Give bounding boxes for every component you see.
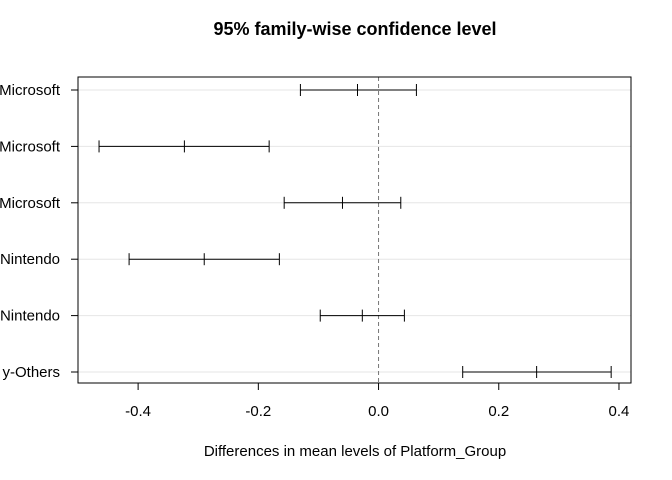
y-tick-label: y-Others bbox=[2, 364, 60, 381]
gridlines bbox=[78, 89, 631, 373]
confidence-interval bbox=[299, 84, 417, 96]
x-tick-label: -0.4 bbox=[125, 403, 151, 420]
chart-title: 95% family-wise confidence level bbox=[213, 19, 496, 39]
confidence-intervals bbox=[98, 84, 612, 378]
y-tick-label: Microsoft bbox=[0, 195, 61, 212]
y-tick-label: Microsoft bbox=[0, 82, 61, 99]
x-tick-label: -0.2 bbox=[245, 403, 271, 420]
plot-frame bbox=[77, 76, 632, 384]
confidence-interval bbox=[462, 366, 612, 378]
confidence-interval bbox=[98, 140, 270, 153]
confidence-interval bbox=[128, 253, 280, 266]
x-tick-label: 0.4 bbox=[609, 403, 630, 420]
x-tick-label: 0.0 bbox=[368, 403, 389, 420]
y-axis: Microsoft Microsoft Microsoft Nintendo Ninte… bbox=[0, 82, 78, 381]
y-tick-label: Nintendo bbox=[0, 251, 60, 268]
confidence-interval bbox=[283, 196, 402, 209]
confidence-interval bbox=[319, 309, 405, 322]
y-tick-label: Nintendo bbox=[0, 308, 60, 325]
y-tick-label: Microsoft bbox=[0, 138, 61, 155]
x-tick-label: 0.2 bbox=[488, 403, 509, 420]
x-axis: -0.4 -0.2 0.0 0.2 0.4 bbox=[125, 382, 630, 420]
x-axis-label: Differences in mean levels of Platform_G… bbox=[204, 443, 506, 460]
